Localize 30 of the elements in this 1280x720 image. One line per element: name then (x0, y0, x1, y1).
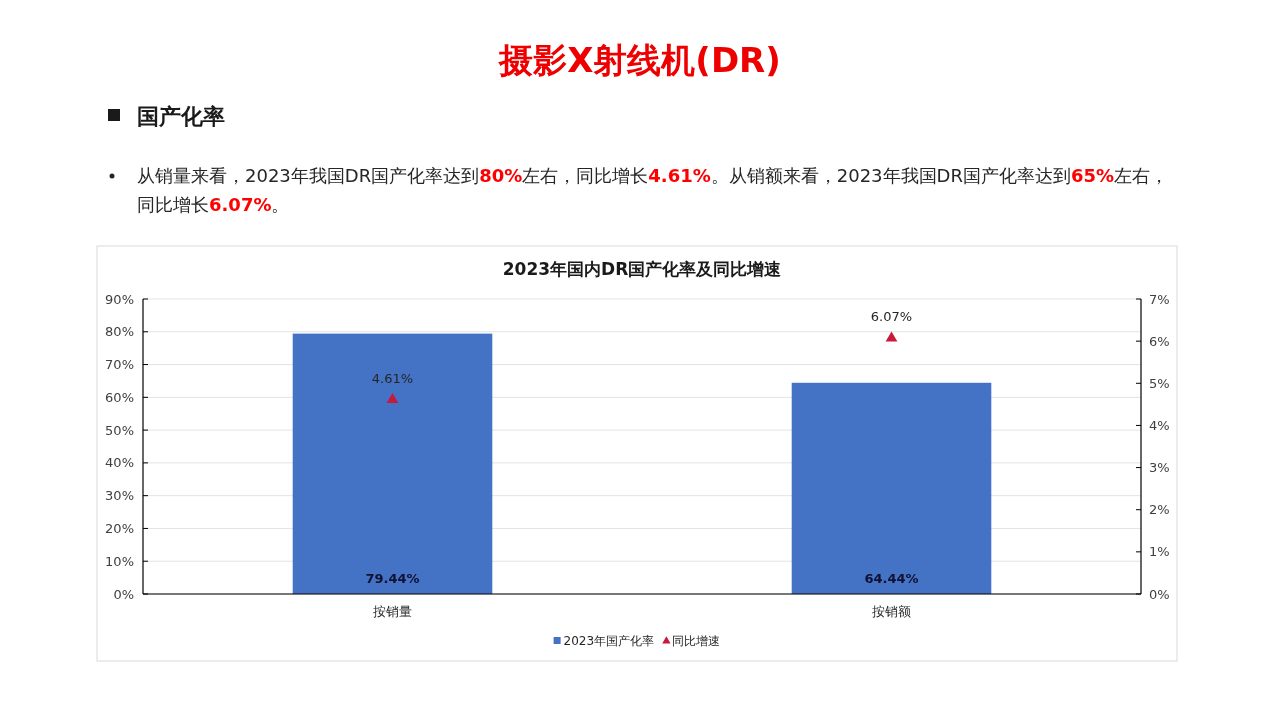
y-tick-label: 50% (105, 422, 134, 438)
y-tick-label: 40% (105, 455, 134, 471)
y2-tick-label: 4% (1149, 417, 1170, 433)
x-tick-label: 按销额 (872, 604, 911, 619)
y-tick-label: 80% (105, 324, 134, 340)
y-tick-label: 20% (105, 520, 134, 536)
y-tick-label: 70% (105, 357, 134, 373)
y-tick-label: 90% (105, 291, 134, 307)
y-tick-label: 0% (113, 586, 134, 602)
y2-tick-label: 7% (1149, 291, 1170, 307)
legend-label: 2023年国产化率 (563, 634, 655, 648)
data-label: 79.44% (365, 571, 420, 586)
y-tick-label: 60% (105, 389, 134, 405)
y2-tick-label: 6% (1149, 333, 1170, 349)
y-tick-label: 30% (105, 488, 134, 504)
chart-title: 2023年国内DR国产化率及同比增速 (502, 259, 782, 279)
y2-tick-label: 5% (1149, 375, 1170, 391)
text: 摄影X射线机(DR) (498, 40, 781, 80)
text: 从销量来看，2023年我国DR国产化率达到80%左右，同比增长4.61%。从销额来看，2023年我国DR国产化率达到65%左右，同比增长6.07%。 (137, 165, 1169, 215)
x-tick-label: 按销量 (373, 604, 412, 619)
text: 国产化率 (137, 104, 225, 129)
data-label: 64.44% (864, 571, 919, 586)
legend-label: 同比增速 (672, 634, 721, 648)
y-tick-label: 10% (105, 553, 134, 569)
data-label: 6.07% (870, 309, 913, 325)
y2-tick-label: 2% (1149, 502, 1170, 518)
y2-tick-label: 0% (1149, 586, 1170, 602)
y2-tick-label: 1% (1149, 544, 1170, 560)
data-label: 4.61% (371, 370, 414, 386)
y2-tick-label: 3% (1149, 460, 1170, 476)
